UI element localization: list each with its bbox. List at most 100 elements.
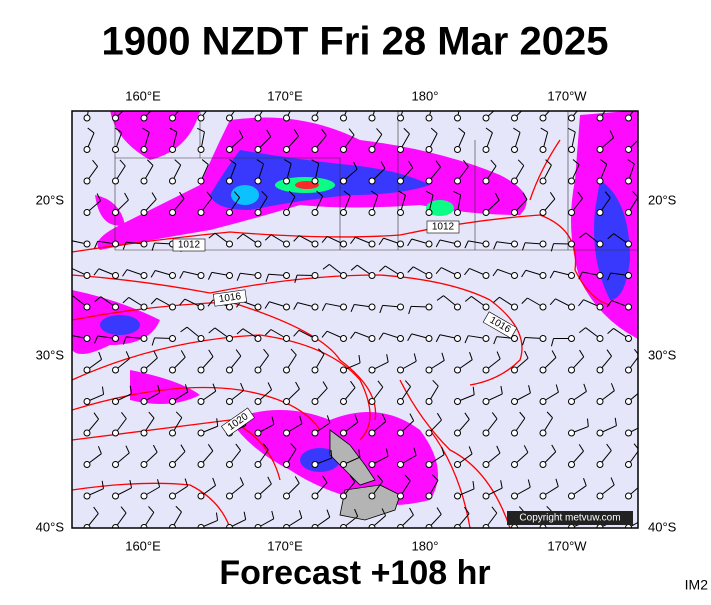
station <box>426 367 432 373</box>
station <box>113 462 119 468</box>
station <box>369 367 375 373</box>
isobar-label: 1012 <box>432 222 455 233</box>
station <box>227 210 233 216</box>
station <box>569 304 575 310</box>
station <box>398 304 404 310</box>
station <box>312 178 318 184</box>
station <box>312 336 318 342</box>
station <box>369 493 375 499</box>
station <box>398 147 404 153</box>
station <box>141 336 147 342</box>
station <box>455 399 461 405</box>
station <box>369 336 375 342</box>
station <box>227 304 233 310</box>
station <box>597 399 603 405</box>
station <box>255 430 261 436</box>
station <box>84 493 90 499</box>
station <box>512 367 518 373</box>
station <box>455 241 461 247</box>
station <box>512 115 518 121</box>
station <box>512 241 518 247</box>
station <box>227 273 233 279</box>
station <box>398 115 404 121</box>
station <box>255 367 261 373</box>
station <box>483 462 489 468</box>
station <box>398 493 404 499</box>
station <box>113 147 119 153</box>
station <box>84 336 90 342</box>
station <box>626 115 632 121</box>
station <box>483 304 489 310</box>
station <box>569 336 575 342</box>
lon-label: 180° <box>412 88 439 103</box>
station <box>369 462 375 468</box>
station <box>255 399 261 405</box>
station <box>255 493 261 499</box>
station <box>284 493 290 499</box>
station <box>170 399 176 405</box>
station <box>597 147 603 153</box>
station <box>170 462 176 468</box>
station <box>569 147 575 153</box>
station <box>84 462 90 468</box>
station <box>455 210 461 216</box>
station <box>455 147 461 153</box>
station <box>455 178 461 184</box>
station <box>626 399 632 405</box>
station <box>512 430 518 436</box>
station <box>369 304 375 310</box>
station <box>597 241 603 247</box>
station <box>597 178 603 184</box>
station <box>312 210 318 216</box>
station <box>540 115 546 121</box>
station <box>398 367 404 373</box>
station <box>597 115 603 121</box>
station <box>141 430 147 436</box>
station <box>597 336 603 342</box>
station <box>483 493 489 499</box>
station <box>84 304 90 310</box>
station <box>113 493 119 499</box>
station <box>341 210 347 216</box>
station <box>113 367 119 373</box>
lon-label: 170°W <box>547 88 587 103</box>
station <box>198 493 204 499</box>
station <box>512 462 518 468</box>
station <box>312 367 318 373</box>
station <box>540 304 546 310</box>
station <box>227 493 233 499</box>
station <box>284 399 290 405</box>
station <box>569 115 575 121</box>
station <box>227 367 233 373</box>
station <box>341 336 347 342</box>
copyright: Copyright metvuw.com <box>519 513 620 524</box>
station <box>312 241 318 247</box>
station <box>455 304 461 310</box>
station <box>141 367 147 373</box>
station <box>198 210 204 216</box>
station <box>255 336 261 342</box>
station <box>540 399 546 405</box>
station <box>569 367 575 373</box>
lat-label: 30°S <box>36 347 65 362</box>
station <box>369 273 375 279</box>
station <box>626 178 632 184</box>
station <box>341 147 347 153</box>
station <box>113 399 119 405</box>
station <box>540 241 546 247</box>
station <box>512 493 518 499</box>
station <box>483 399 489 405</box>
station <box>569 241 575 247</box>
station <box>141 178 147 184</box>
station <box>312 115 318 121</box>
station <box>141 493 147 499</box>
station <box>483 147 489 153</box>
station <box>540 210 546 216</box>
station <box>198 462 204 468</box>
station <box>369 430 375 436</box>
station <box>626 462 632 468</box>
station <box>540 430 546 436</box>
station <box>141 462 147 468</box>
station <box>84 147 90 153</box>
station <box>227 147 233 153</box>
